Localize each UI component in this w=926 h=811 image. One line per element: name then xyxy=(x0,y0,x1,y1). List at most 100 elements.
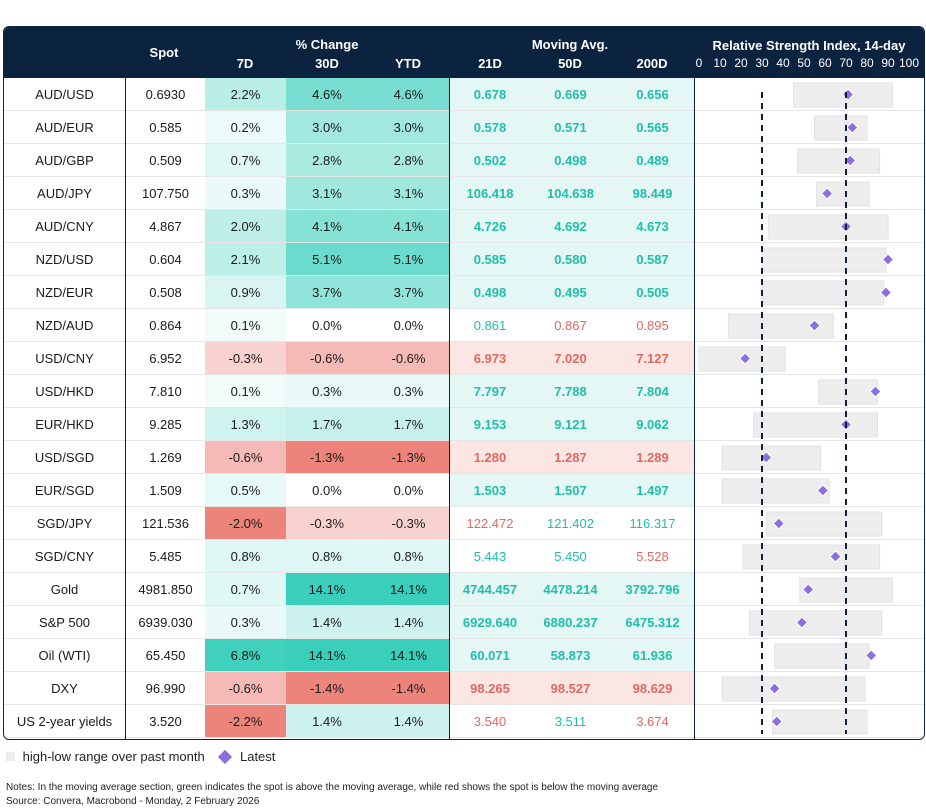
moving-avg-cell: 0.498 xyxy=(530,144,611,177)
spot-cell: 0.585 xyxy=(149,120,182,135)
row-divider xyxy=(4,572,924,573)
spot-cell: 6939.030 xyxy=(138,615,193,630)
rsi-range-bar xyxy=(753,412,878,438)
pct-change-cell: 1.7% xyxy=(286,408,368,441)
header-col-30d: 30D xyxy=(315,56,339,71)
rsi-latest-marker xyxy=(864,649,878,662)
moving-avg-cell: 0.580 xyxy=(530,243,611,276)
spot-cell: 5.485 xyxy=(149,549,182,564)
spot-cell: 4981.850 xyxy=(138,582,193,597)
moving-avg-cell: 121.402 xyxy=(547,516,594,531)
pct-change-cell: -0.6% xyxy=(368,342,449,375)
row-label: NZD/AUD xyxy=(35,318,94,333)
rsi-range-bar xyxy=(742,544,881,570)
pct-change-cell: 0.7% xyxy=(205,573,286,606)
moving-avg-cell: 1.287 xyxy=(530,441,611,474)
header-pct-change: % Change xyxy=(295,37,359,52)
moving-avg-cell: 0.498 xyxy=(450,276,530,309)
header-col-21d: 21D xyxy=(478,56,502,71)
pct-change-cell: 0.9% xyxy=(205,276,286,309)
spot-cell: 7.810 xyxy=(149,384,182,399)
moving-avg-cell: 0.587 xyxy=(611,243,694,276)
rsi-range-bar xyxy=(721,478,830,504)
moving-avg-cell: 61.936 xyxy=(611,639,694,672)
rsi-latest-marker xyxy=(841,88,855,101)
pct-change-cell: 0.7% xyxy=(205,144,286,177)
pct-change-cell: 1.4% xyxy=(286,705,368,738)
pct-change-cell: -0.6% xyxy=(286,342,368,375)
moving-avg-cell: 3.511 xyxy=(554,714,587,729)
moving-avg-cell: 0.495 xyxy=(530,276,611,309)
spot-cell: 121.536 xyxy=(142,516,189,531)
row-label: US 2-year yields xyxy=(16,714,113,729)
spot-cell: 0.6930 xyxy=(145,87,186,102)
moving-avg-cell: 116.317 xyxy=(629,516,676,531)
header-moving-avg: Moving Avg. xyxy=(531,37,609,52)
moving-avg-cell: 98.449 xyxy=(611,177,694,210)
moving-avg-cell: 7.788 xyxy=(530,375,611,408)
rsi-range-bar xyxy=(721,676,866,702)
diamond-marker-icon xyxy=(218,749,233,764)
rsi-range-bar xyxy=(748,610,883,636)
rsi-range-bar xyxy=(814,115,868,141)
moving-avg-cell: 9.062 xyxy=(611,408,694,441)
pct-change-cell: 0.0% xyxy=(368,474,449,507)
moving-avg-cell: 4.692 xyxy=(530,210,611,243)
rsi-range-bar xyxy=(765,511,883,537)
pct-change-cell: 5.1% xyxy=(368,243,449,276)
rsi-latest-marker xyxy=(839,220,853,233)
pct-change-cell: 3.0% xyxy=(286,111,368,144)
rsi-latest-marker xyxy=(801,583,815,596)
moving-avg-cell: 1.507 xyxy=(530,474,611,507)
legend: high-low range over past month Latest xyxy=(6,748,275,764)
row-label: EUR/HKD xyxy=(35,417,94,432)
pct-change-cell: 0.3% xyxy=(205,606,286,639)
spot-cell: 1.509 xyxy=(149,483,182,498)
moving-avg-cell: 0.867 xyxy=(554,318,587,333)
pct-change-cell: 1.7% xyxy=(368,408,449,441)
row-divider xyxy=(4,440,924,441)
row-divider xyxy=(4,308,924,309)
pct-change-cell: 1.4% xyxy=(368,705,449,738)
pct-change-cell: 3.1% xyxy=(368,177,449,210)
legend-latest-label: Latest xyxy=(239,749,276,765)
row-label: EUR/SGD xyxy=(34,483,95,498)
moving-avg-cell: 1.503 xyxy=(450,474,530,507)
moving-avg-cell: 4.726 xyxy=(450,210,530,243)
moving-avg-cell: 0.669 xyxy=(530,78,611,111)
moving-avg-cell: 98.527 xyxy=(530,672,611,705)
row-divider xyxy=(4,209,924,210)
row-label: Gold xyxy=(50,582,79,597)
pct-change-cell: 3.7% xyxy=(286,276,368,309)
pct-change-cell: -0.6% xyxy=(205,672,286,705)
moving-avg-cell: 9.121 xyxy=(530,408,611,441)
spot-cell: 0.864 xyxy=(149,318,182,333)
rsi-latest-marker xyxy=(869,385,882,398)
moving-avg-cell: 6.973 xyxy=(450,342,530,375)
pct-change-cell: 1.3% xyxy=(205,408,286,441)
rsi-latest-marker xyxy=(816,484,830,497)
row-divider xyxy=(4,143,924,144)
moving-avg-cell: 4.673 xyxy=(611,210,694,243)
moving-avg-cell: 122.472 xyxy=(466,516,514,531)
pct-change-cell: -0.3% xyxy=(286,507,368,540)
pct-change-cell: 0.8% xyxy=(205,540,286,573)
rsi-latest-marker xyxy=(768,682,781,695)
moving-avg-cell: 6880.237 xyxy=(530,606,611,639)
pct-change-cell: 2.1% xyxy=(205,243,286,276)
row-divider xyxy=(4,176,924,177)
moving-avg-cell: 0.861 xyxy=(473,318,507,333)
moving-avg-cell: 0.585 xyxy=(450,243,530,276)
rsi-latest-marker xyxy=(738,352,752,365)
row-label: AUD/EUR xyxy=(35,120,94,135)
pct-change-cell: 3.1% xyxy=(286,177,368,210)
row-label: SGD/CNY xyxy=(34,549,95,564)
row-divider xyxy=(4,110,924,111)
spot-cell: 3.520 xyxy=(149,714,182,729)
rsi-tick-label: 70 xyxy=(839,56,853,70)
rsi-range-bar xyxy=(727,313,834,339)
pct-change-cell: 1.4% xyxy=(286,606,368,639)
moving-avg-cell: 3792.796 xyxy=(611,573,694,606)
spot-cell: 65.450 xyxy=(145,648,186,663)
